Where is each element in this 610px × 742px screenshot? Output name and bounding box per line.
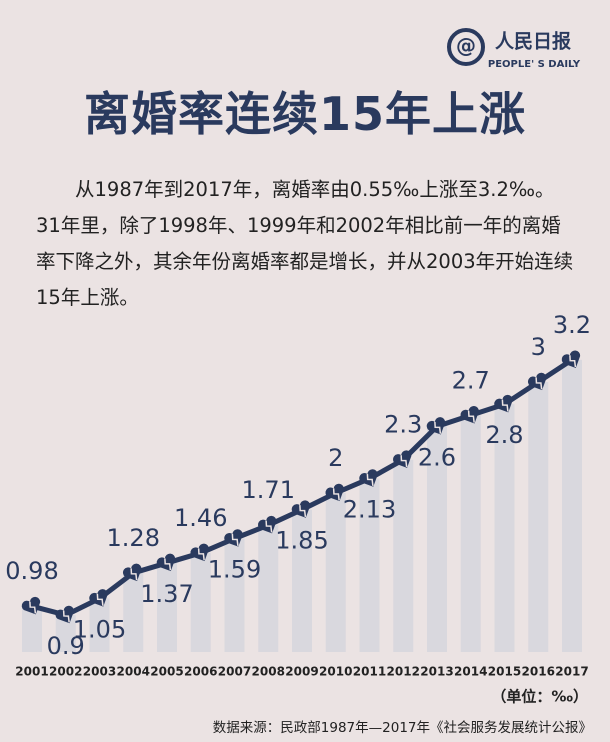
x-tick-label: 2009 xyxy=(285,665,318,679)
logo-text: 人民日报 xyxy=(495,30,571,53)
marker-crack xyxy=(366,473,374,486)
x-tick-label: 2001 xyxy=(15,665,48,679)
data-label: 2 xyxy=(328,444,343,472)
marker-crack xyxy=(197,548,205,561)
data-label: 1.71 xyxy=(242,476,295,504)
bar xyxy=(460,415,481,652)
data-label: 1.59 xyxy=(208,556,261,584)
data-label: 0.98 xyxy=(5,557,58,585)
logo-subtext: PEOPLE' S DAILY xyxy=(488,59,581,70)
x-tick-label: 2004 xyxy=(117,665,150,679)
bar xyxy=(89,598,110,652)
bar xyxy=(123,572,144,652)
x-tick-label: 2011 xyxy=(353,665,386,679)
marker-group xyxy=(460,406,479,424)
data-label: 2.13 xyxy=(343,496,396,524)
marker-crack xyxy=(332,488,340,501)
marker-crack xyxy=(400,455,408,468)
x-tick-label: 2013 xyxy=(420,665,453,679)
marker-crack xyxy=(501,399,509,412)
bar xyxy=(55,615,76,652)
marker-group xyxy=(122,563,142,582)
data-label: 2.7 xyxy=(452,366,490,394)
x-tick-label: 2005 xyxy=(150,665,183,679)
marker-group xyxy=(291,500,311,518)
marker-crack xyxy=(29,601,37,614)
x-tick-label: 2002 xyxy=(49,665,82,679)
data-label: 3 xyxy=(531,333,546,361)
marker-crack xyxy=(265,520,273,533)
marker-group xyxy=(494,394,513,413)
bar xyxy=(258,525,279,652)
marker-group xyxy=(392,450,412,468)
bar xyxy=(325,493,346,652)
bar xyxy=(427,426,447,652)
bar xyxy=(22,606,42,652)
marker-group xyxy=(55,605,74,624)
bar xyxy=(190,552,211,652)
description: 从1987年到2017年，离婚率由0.55‰上涨至3.2‰。31年里，除了199… xyxy=(36,178,574,309)
marker-crack xyxy=(62,610,70,623)
unit-label: （单位：‰） xyxy=(491,688,588,706)
bar xyxy=(157,562,177,652)
marker-group xyxy=(156,553,176,572)
x-tick-label: 2007 xyxy=(218,665,251,679)
marker-crack xyxy=(467,410,475,423)
bar xyxy=(224,538,245,652)
chart-title: 离婚率连续15年上涨 xyxy=(83,87,526,141)
data-label: 0.9 xyxy=(47,632,85,660)
data-label: 2.3 xyxy=(384,411,422,439)
bar xyxy=(494,404,515,652)
marker-crack xyxy=(434,421,442,434)
data-label: 2.8 xyxy=(485,421,523,449)
marker-crack xyxy=(96,593,104,606)
x-tick-label: 2008 xyxy=(252,665,285,679)
marker-crack xyxy=(231,533,239,546)
x-tick-label: 2010 xyxy=(319,665,352,679)
x-tick-label: 2003 xyxy=(83,665,116,679)
marker-group xyxy=(426,417,446,435)
x-tick-label: 2017 xyxy=(555,665,588,679)
marker-group xyxy=(325,483,344,502)
data-label: 1.46 xyxy=(174,504,227,532)
marker-group xyxy=(527,372,547,391)
marker-crack xyxy=(164,558,172,571)
marker-group xyxy=(190,543,209,562)
marker-crack xyxy=(535,377,543,390)
bar xyxy=(359,478,380,652)
x-tick-label: 2016 xyxy=(522,665,555,679)
marker-group xyxy=(89,589,108,607)
data-label: 2.6 xyxy=(418,443,456,471)
bar xyxy=(393,459,414,652)
x-tick-label: 2006 xyxy=(184,665,217,679)
marker-group xyxy=(257,515,277,534)
bars xyxy=(22,359,582,652)
marker-group xyxy=(561,350,581,368)
source: 数据来源：民政部1987年—2017年《社会服务发展统计公报》 xyxy=(213,720,592,736)
marker-crack xyxy=(130,568,138,581)
marker-crack xyxy=(299,505,307,517)
bar xyxy=(292,509,312,652)
x-tick-label: 2012 xyxy=(387,665,420,679)
marker-crack xyxy=(569,355,577,368)
marker-group xyxy=(224,529,243,547)
data-label: 3.2 xyxy=(553,311,591,339)
x-tick-label: 2015 xyxy=(488,665,521,679)
data-label: 1.05 xyxy=(73,615,126,643)
logo-icon xyxy=(447,28,485,66)
data-label: 1.28 xyxy=(107,524,160,552)
data-label: 1.37 xyxy=(140,580,193,608)
data-label: 1.85 xyxy=(275,527,328,555)
marker-group xyxy=(359,469,378,487)
x-tick-label: 2014 xyxy=(454,665,487,679)
bar xyxy=(528,382,549,652)
bar xyxy=(562,359,582,652)
marker-group xyxy=(21,596,41,615)
logo-at: @ xyxy=(456,34,476,58)
